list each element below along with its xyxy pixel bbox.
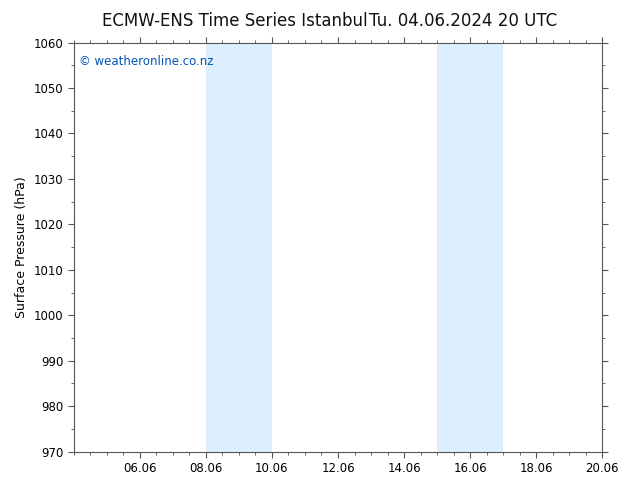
Bar	[437, 43, 503, 452]
Text: ECMW-ENS Time Series Istanbul: ECMW-ENS Time Series Istanbul	[102, 12, 367, 30]
Bar	[206, 43, 272, 452]
Text: © weatheronline.co.nz: © weatheronline.co.nz	[79, 55, 214, 68]
Text: Tu. 04.06.2024 20 UTC: Tu. 04.06.2024 20 UTC	[369, 12, 557, 30]
Y-axis label: Surface Pressure (hPa): Surface Pressure (hPa)	[15, 176, 28, 318]
